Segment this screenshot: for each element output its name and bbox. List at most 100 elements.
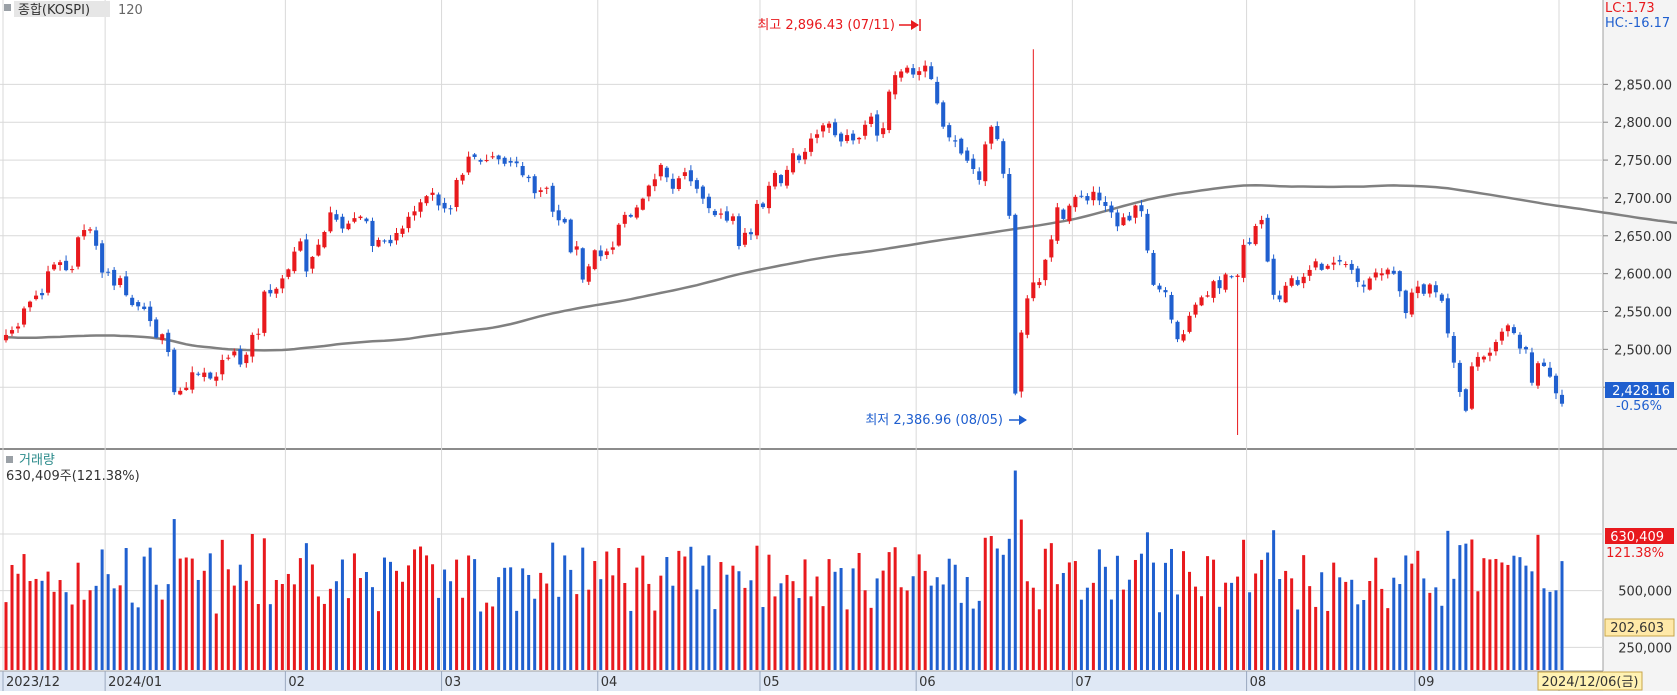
candle-body <box>400 228 405 234</box>
candle-body <box>9 330 15 334</box>
candle-body <box>658 164 663 177</box>
volume-bar <box>965 577 969 670</box>
volume-bar <box>947 558 951 670</box>
volume-bar <box>599 579 603 670</box>
volume-bar <box>785 574 789 670</box>
candle-body <box>208 372 213 379</box>
volume-bar <box>1133 559 1137 670</box>
candle-body <box>766 185 772 209</box>
candle-body <box>82 230 87 237</box>
volume-bar <box>641 555 645 670</box>
volume-bars <box>4 470 1564 670</box>
candle-body <box>466 156 471 173</box>
candle-body <box>1475 356 1480 367</box>
symbol-name[interactable]: 종합(KOSPI) <box>18 3 90 18</box>
volume-bar <box>376 611 380 670</box>
volume-bar <box>100 549 104 670</box>
candle-body <box>33 295 39 300</box>
volume-bar <box>1446 530 1450 670</box>
volume-bar <box>1278 579 1282 670</box>
candle-body <box>214 376 219 381</box>
current-volume: 630,409 <box>1610 530 1664 545</box>
candle-body <box>1013 214 1018 394</box>
candle-body <box>328 212 333 232</box>
candle-body <box>1055 207 1060 241</box>
volume-bar <box>1290 578 1294 670</box>
candle-body <box>1091 191 1096 201</box>
candle-body <box>1235 275 1240 277</box>
volume-bar <box>334 581 338 670</box>
volume-bar <box>653 610 657 670</box>
hc-label: HC:-16.17 <box>1605 16 1670 31</box>
volume-bar <box>292 584 296 670</box>
volume-bar <box>226 569 230 670</box>
volume-bar <box>1079 599 1083 670</box>
candle-body <box>190 372 195 390</box>
candle-body <box>634 207 639 218</box>
volume-bar <box>695 589 699 670</box>
candle-body <box>178 390 183 395</box>
volume-bar <box>1224 582 1228 670</box>
symbol-box[interactable] <box>14 1 110 17</box>
volume-bar <box>1007 538 1011 670</box>
candle-body <box>454 179 459 208</box>
volume-bar <box>1386 608 1390 670</box>
candle-body <box>250 334 255 357</box>
volume-bar <box>923 570 927 670</box>
candle-body <box>394 232 399 241</box>
candle-body <box>70 269 75 271</box>
volume-bar <box>1043 548 1047 670</box>
high-annotation: 최고 2,896.43 (07/11) <box>757 18 895 33</box>
candle-body <box>700 186 705 199</box>
candle-body <box>520 166 525 176</box>
volume-bar <box>953 564 957 670</box>
candle-body <box>851 133 856 141</box>
volume-bar <box>1260 559 1264 670</box>
volume-bar <box>1548 591 1552 670</box>
volume-bar <box>1121 589 1125 670</box>
high-arrow-icon <box>899 19 921 31</box>
month-label: 09 <box>1418 675 1435 690</box>
candle-body <box>682 172 687 177</box>
candle-body <box>1073 196 1078 208</box>
candle-body <box>1031 282 1036 299</box>
volume-bar <box>545 583 549 670</box>
volume-bar <box>1422 578 1426 670</box>
volume-bar <box>94 585 98 670</box>
candle-body <box>160 334 165 341</box>
candle-body <box>827 123 832 128</box>
candle-body <box>772 172 778 187</box>
price-pane-menu-icon[interactable] <box>4 4 11 11</box>
volume-bar <box>1091 582 1095 670</box>
volume-bar <box>1296 609 1300 670</box>
volume-bar <box>250 533 254 670</box>
volume-bar <box>485 602 489 670</box>
volume-bar <box>352 553 356 670</box>
volume-pane-menu-icon[interactable] <box>6 456 13 463</box>
volume-bar <box>1169 548 1173 670</box>
volume-bar <box>1055 584 1059 670</box>
volume-bar <box>671 585 675 670</box>
candle-body <box>1043 259 1048 281</box>
volume-bar <box>779 583 783 670</box>
volume-bar <box>1380 588 1384 670</box>
candle-body <box>1337 259 1342 262</box>
candle-body <box>953 140 958 142</box>
candle-body <box>130 297 135 306</box>
candle-body <box>965 150 970 161</box>
volume-bar <box>1248 592 1252 670</box>
candle-body <box>256 333 261 335</box>
candle-body <box>1247 242 1252 244</box>
volume-bar <box>497 577 501 670</box>
volume-bar <box>1482 558 1486 670</box>
candle-body <box>1487 352 1492 356</box>
candle-body <box>1511 327 1516 334</box>
volume-bar <box>1163 562 1167 670</box>
candle-body <box>857 137 862 140</box>
candle-body <box>1175 321 1180 340</box>
volume-bar <box>1542 588 1546 670</box>
volume-bar <box>821 606 825 670</box>
volume-bar <box>1109 599 1113 670</box>
volume-bar <box>1416 550 1420 670</box>
